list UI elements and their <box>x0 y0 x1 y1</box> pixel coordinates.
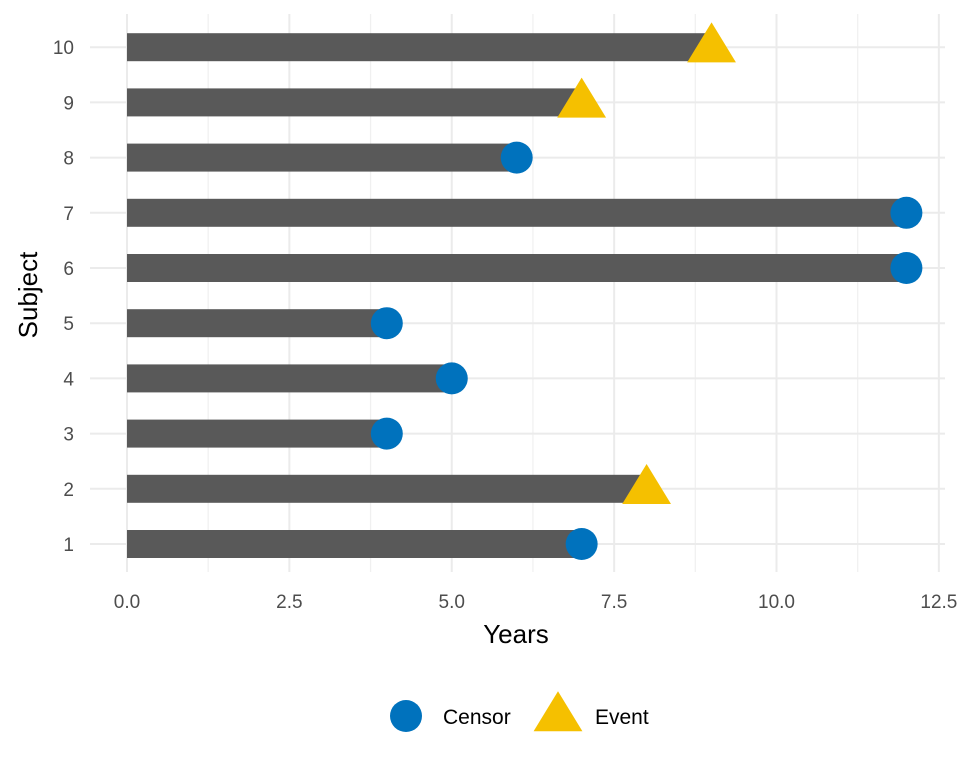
censor-marker-subject-5 <box>370 307 403 340</box>
markers <box>370 22 923 560</box>
bar-subject-7 <box>127 198 907 227</box>
censor-marker-subject-3 <box>370 417 403 450</box>
bar-subject-3 <box>127 419 387 448</box>
y-tick-label: 5 <box>63 314 74 335</box>
legend: Censor Event <box>390 691 649 732</box>
censor-marker-subject-4 <box>435 362 468 395</box>
censor-marker-subject-6 <box>890 252 923 284</box>
y-axis-title: Subject <box>13 251 43 338</box>
y-tick-label: 1 <box>63 535 74 556</box>
event-marker-subject-10 <box>687 22 736 63</box>
event-marker-subject-2 <box>622 464 671 504</box>
x-tick-label: 10.0 <box>758 592 795 613</box>
bar-subject-9 <box>127 88 582 117</box>
legend-key-censor <box>390 700 422 732</box>
bar-subject-1 <box>127 530 582 558</box>
y-tick-label: 4 <box>63 369 74 390</box>
x-tick-label: 7.5 <box>601 592 627 613</box>
legend-label-event: Event <box>595 706 649 729</box>
bar-subject-4 <box>127 364 452 393</box>
y-tick-label: 8 <box>63 149 74 170</box>
y-tick-label: 3 <box>63 425 74 446</box>
censor-marker-subject-1 <box>565 528 598 560</box>
censor-marker-subject-7 <box>890 196 923 229</box>
legend-label-censor: Censor <box>443 706 511 729</box>
bar-subject-6 <box>127 254 907 282</box>
x-axis-title: Years <box>483 619 549 649</box>
bars <box>127 33 907 558</box>
x-tick-label: 12.5 <box>920 592 957 613</box>
bar-subject-8 <box>127 143 517 172</box>
y-tick-label: 9 <box>63 93 74 114</box>
bar-subject-2 <box>127 474 647 503</box>
x-tick-label: 5.0 <box>439 592 465 613</box>
y-tick-label: 6 <box>63 259 74 280</box>
legend-key-event <box>533 691 583 732</box>
y-tick-label: 10 <box>53 38 74 59</box>
y-axis-ticks: 1 2 3 4 5 6 7 8 9 10 <box>53 38 75 556</box>
event-marker-subject-9 <box>557 77 607 118</box>
x-tick-label: 0.0 <box>114 592 140 613</box>
y-tick-label: 2 <box>63 480 74 501</box>
bar-subject-5 <box>127 309 387 338</box>
bar-subject-10 <box>127 33 712 62</box>
x-tick-label: 2.5 <box>276 592 302 613</box>
y-tick-label: 7 <box>63 204 74 225</box>
x-axis-ticks: 0.0 2.5 5.0 7.5 10.0 12.5 <box>114 592 958 613</box>
censor-marker-subject-8 <box>500 141 533 174</box>
